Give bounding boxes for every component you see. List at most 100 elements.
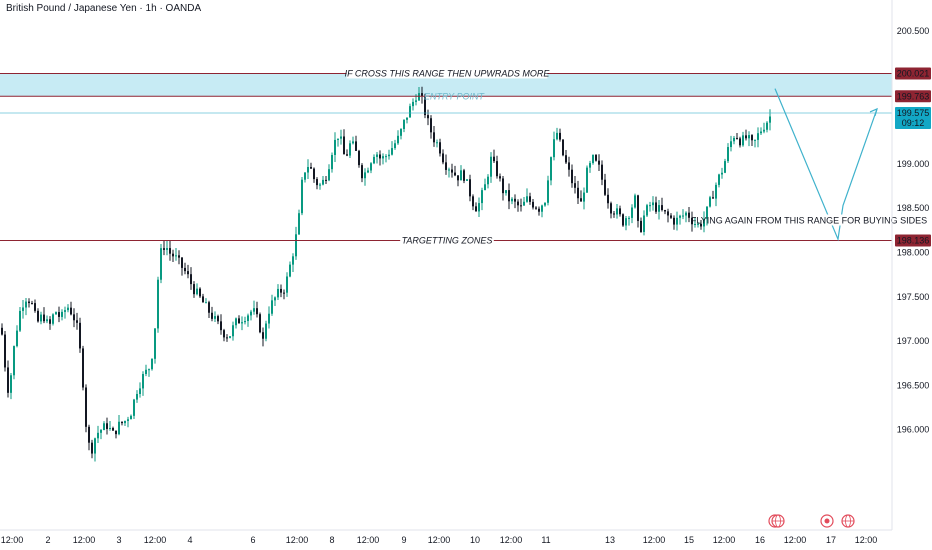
candle: [550, 156, 552, 186]
candle: [475, 202, 477, 212]
candle-body: [400, 128, 402, 136]
zone-layer: [0, 73, 892, 97]
candle: [592, 154, 594, 165]
candle: [409, 103, 411, 118]
x-tick-label: 17: [826, 535, 836, 545]
candle: [679, 214, 681, 225]
candle-body: [25, 301, 27, 308]
event-icons[interactable]: [768, 514, 855, 528]
entry-zone: [0, 73, 892, 97]
candle: [568, 156, 570, 177]
candle: [214, 311, 216, 322]
candle-body: [292, 256, 294, 265]
candle: [664, 209, 666, 215]
candle: [610, 201, 612, 219]
candle-body: [544, 202, 546, 206]
x-tick-label: 15: [684, 535, 694, 545]
candle-body: [766, 122, 768, 130]
candle: [319, 182, 321, 190]
candle: [505, 190, 507, 196]
candle-body: [595, 155, 597, 161]
candle: [199, 287, 201, 298]
candle: [442, 149, 444, 165]
candle-body: [643, 215, 645, 232]
candle-body: [178, 255, 180, 258]
candle-body: [151, 358, 153, 370]
candle-body: [301, 179, 303, 214]
candle: [547, 175, 549, 206]
globe-event-icon-2[interactable]: [841, 514, 855, 528]
candle: [94, 437, 96, 462]
candle-body: [304, 172, 306, 180]
candle: [517, 199, 519, 212]
candle: [646, 203, 648, 217]
candle-body: [463, 170, 465, 181]
candle-body: [739, 138, 741, 146]
x-tick-label: 11: [541, 535, 550, 545]
candle-body: [445, 162, 447, 170]
x-tick-label: 12:00: [144, 535, 167, 545]
candle-body: [343, 136, 345, 155]
candle: [331, 152, 333, 173]
globe-event-icon[interactable]: [771, 514, 785, 528]
candle-body: [541, 205, 543, 212]
candle-body: [97, 432, 99, 439]
candle: [271, 294, 273, 316]
candle-body: [226, 337, 228, 339]
candle-body: [640, 220, 642, 232]
candle: [601, 160, 603, 186]
candle-body: [28, 301, 30, 304]
projection-note-bg: [724, 214, 895, 226]
candle-body: [574, 183, 576, 188]
candle: [766, 121, 768, 133]
candle: [16, 325, 18, 348]
candle: [178, 250, 180, 265]
candle-body: [106, 423, 108, 429]
candle-body: [346, 154, 348, 156]
candle: [124, 420, 126, 426]
candle-body: [100, 430, 102, 433]
candle-body: [313, 168, 315, 180]
candle: [763, 122, 765, 134]
candle: [226, 334, 228, 342]
candle: [499, 173, 501, 182]
levels-layer: IF CROSS THIS RANGE THEN UPWRADS MORE ENT…: [0, 67, 892, 246]
candle-body: [631, 207, 633, 218]
candle-body: [43, 314, 45, 322]
candle-body: [172, 253, 174, 257]
x-tick-label: 12:00: [784, 535, 807, 545]
candle-body: [406, 117, 408, 120]
candle-body: [604, 179, 606, 195]
candle: [538, 206, 540, 216]
candle-body: [244, 321, 246, 323]
candle-body: [412, 101, 414, 107]
y-tick-label: 196.500: [897, 380, 930, 390]
candle: [448, 167, 450, 178]
candle: [196, 283, 198, 296]
candle-body: [433, 132, 435, 143]
x-tick-label: 12:00: [357, 535, 380, 545]
candle: [4, 331, 6, 372]
candle-body: [295, 234, 297, 257]
candle-body: [436, 142, 438, 144]
candle: [223, 328, 225, 342]
candle-body: [760, 131, 762, 134]
candle-body: [211, 312, 213, 319]
candle-body: [733, 137, 735, 142]
candle-body: [610, 203, 612, 214]
candle-body: [589, 163, 591, 168]
candle-body: [580, 198, 582, 202]
candle: [688, 207, 690, 223]
candle-body: [130, 415, 132, 420]
candle-body: [76, 320, 78, 323]
price-label-text: 198.136: [897, 235, 930, 245]
candle-body: [484, 184, 486, 191]
candle-body: [298, 213, 300, 235]
candle-body: [283, 292, 285, 294]
dot-event-icon[interactable]: [820, 514, 834, 528]
time-axis[interactable]: 12:00 2 12:00 3 12:00 4 6 12:00 8 12:00 9 12:00 10 12…: [1, 535, 878, 545]
candle: [1, 323, 3, 336]
candle: [502, 175, 504, 201]
